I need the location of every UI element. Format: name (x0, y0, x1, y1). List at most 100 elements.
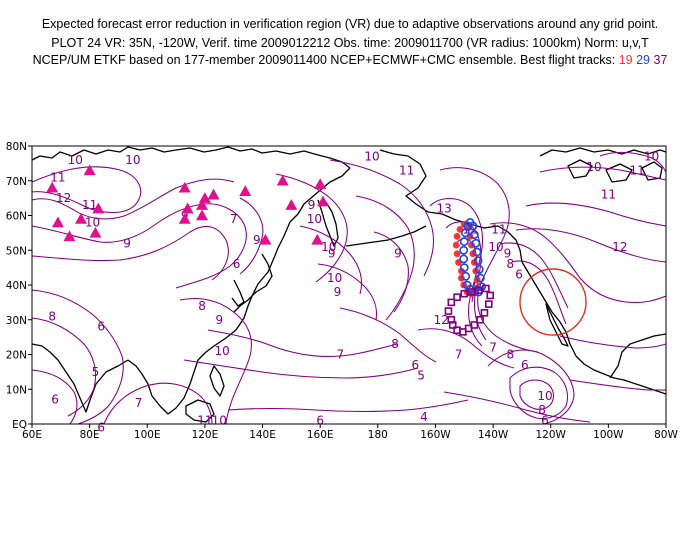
coast-canada-arctic (539, 147, 666, 157)
observation-triangle (89, 226, 102, 238)
track-37-point (453, 326, 461, 334)
x-tick-label: 100W (593, 429, 624, 441)
track-37-point (467, 288, 476, 296)
contour-label: 10 (307, 212, 322, 226)
contour-label: 7 (135, 396, 143, 410)
coast-aleutians (345, 225, 427, 247)
track-29-point (474, 264, 484, 274)
contour-label: 8 (391, 337, 399, 351)
contour-label: 10 (68, 153, 83, 167)
contour-label: 9 (504, 247, 512, 261)
contour-line (32, 225, 229, 281)
track-37-point (480, 308, 489, 317)
track-29-point (473, 256, 483, 266)
y-tick-label: 40N (6, 280, 27, 292)
contour-label: 10 (537, 389, 552, 403)
contour-line (373, 231, 409, 313)
contour-line (599, 151, 666, 173)
coast-southeast-asia (127, 359, 191, 415)
track-37-label: 37 (653, 53, 668, 67)
x-tick-label: 80E (80, 429, 100, 441)
track-19-point (453, 250, 461, 258)
y-tick-label: 50N (6, 245, 27, 257)
track-19-point (452, 241, 460, 249)
header-line-3-text: NCEP/UM ETKF based on 177-member 2009011… (32, 53, 616, 67)
contour-line (239, 197, 264, 275)
track-29-point (469, 230, 479, 240)
x-tick-label: 100E (134, 429, 161, 441)
coast-east-asia (189, 167, 351, 385)
contour-label: 10 (321, 240, 336, 254)
coast-baja-california (545, 303, 569, 347)
track-37-point (444, 307, 453, 315)
header-line-3: NCEP/UM ETKF based on 177-member 2009011… (0, 53, 700, 67)
coast-korea (231, 279, 245, 307)
contour-label: 10 (364, 149, 379, 163)
contour-line (515, 228, 666, 263)
contour-label: 7 (337, 348, 345, 362)
contour-label: 9 (308, 198, 316, 212)
observation-triangle (259, 233, 272, 245)
coast-mexico-gulf (609, 333, 666, 379)
contour-label: 7 (489, 341, 497, 355)
contour-value-labels: 1112111010109976865676899101011910109109… (48, 149, 659, 434)
contour-label: 8 (507, 257, 515, 271)
contour-label: 6 (316, 414, 324, 428)
contour-label: 4 (420, 410, 428, 424)
contour-label: 6 (97, 320, 105, 334)
contour-label: 10 (212, 414, 227, 428)
contour-label: 11 (491, 222, 506, 236)
contour-line (32, 289, 124, 424)
contour-line (417, 328, 515, 369)
track-37-point (474, 286, 483, 295)
contour-lines (32, 151, 666, 424)
track-37-point (482, 284, 490, 293)
contour-line (499, 242, 569, 309)
observation-triangle (46, 181, 59, 193)
coast-india (32, 343, 129, 413)
coast-north-america-west (521, 261, 666, 395)
y-tick-label: 20N (6, 350, 27, 362)
contour-label: 8 (507, 348, 515, 362)
contour-line (299, 225, 363, 295)
track-29-label: 29 (636, 53, 651, 67)
contour-label: 6 (233, 257, 241, 271)
contour-label: 9 (123, 236, 131, 250)
contour-label: 12 (56, 191, 71, 205)
coast-canadian-islands (567, 159, 663, 183)
contour-line (183, 359, 419, 379)
coastlines (32, 146, 666, 423)
observation-triangle (317, 195, 330, 207)
coast-borneo (185, 399, 215, 423)
x-tick-label: 180 (368, 429, 388, 441)
contour-line (275, 173, 348, 283)
x-tick-label: 140W (478, 429, 509, 441)
contour-line (317, 263, 377, 321)
contour-label: 12 (434, 313, 449, 327)
contour-label: 6 (51, 393, 59, 407)
track-29-point (471, 238, 481, 248)
track-37-point (460, 289, 469, 298)
x-tick-label: 160W (420, 429, 451, 441)
contour-label: 10 (215, 344, 230, 358)
contour-label: 10 (644, 149, 659, 163)
contour-label: 9 (253, 233, 261, 247)
contour-label: 10 (125, 153, 140, 167)
contour-label: 11 (630, 163, 645, 177)
track-37-point (448, 321, 457, 329)
coast-kamchatka (317, 199, 339, 247)
observation-triangle (92, 202, 105, 214)
y-tick-label: 10N (6, 384, 27, 396)
track-29-point (468, 221, 478, 231)
contour-label: 9 (328, 247, 336, 261)
observation-triangle (198, 192, 211, 203)
observation-triangle (285, 199, 298, 210)
contour-label: 11 (82, 198, 97, 212)
observation-triangle (239, 185, 252, 196)
contour-label: 9 (394, 247, 402, 261)
track-29-point (459, 237, 469, 246)
track-37-point (484, 300, 493, 308)
contour-line (355, 195, 415, 321)
contour-line (32, 317, 97, 417)
